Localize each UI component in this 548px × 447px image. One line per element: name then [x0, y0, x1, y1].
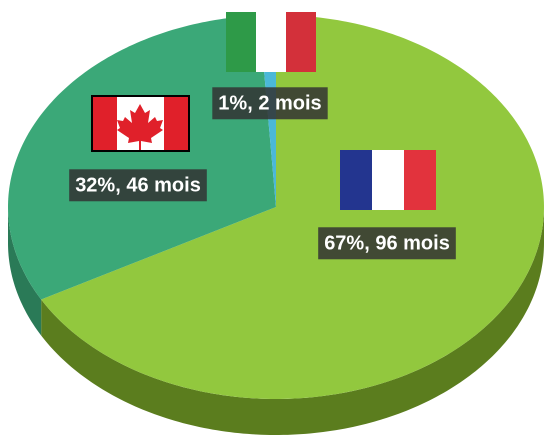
data-label: 1%, 2 mois	[218, 92, 321, 114]
label-box	[318, 227, 456, 260]
flag-italy	[226, 12, 316, 72]
label-box	[212, 87, 328, 120]
labels: 67%, 96 mois 32%, 46 mois 1%, 2 mois	[69, 87, 456, 260]
flag-canada	[91, 95, 190, 152]
label-box	[69, 169, 207, 202]
slice	[41, 15, 544, 399]
flags	[91, 12, 436, 210]
slice	[8, 15, 276, 300]
data-label: 67%, 96 mois	[324, 232, 450, 254]
slice-side	[41, 207, 544, 435]
flag-france	[340, 150, 436, 210]
slice-side	[8, 207, 42, 336]
pie	[8, 15, 544, 435]
data-label: 32%, 46 mois	[75, 174, 201, 196]
